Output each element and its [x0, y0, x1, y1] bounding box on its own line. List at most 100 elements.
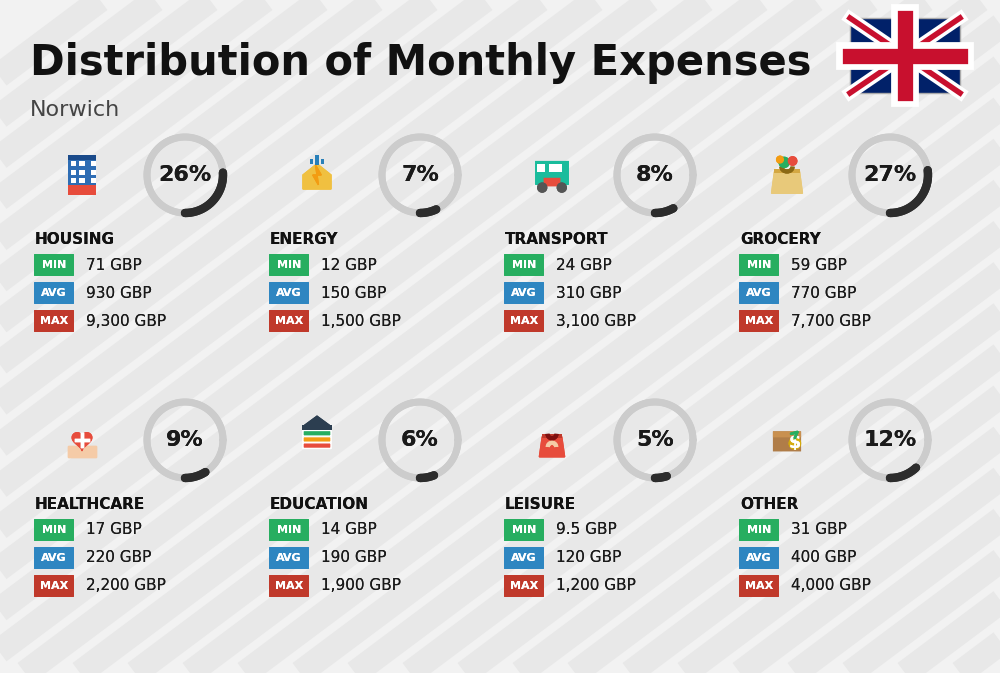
- Text: 7%: 7%: [401, 165, 439, 185]
- Text: AVG: AVG: [276, 288, 302, 298]
- Text: MIN: MIN: [277, 260, 301, 270]
- Text: 9.5 GBP: 9.5 GBP: [556, 522, 617, 538]
- FancyBboxPatch shape: [504, 519, 544, 541]
- FancyBboxPatch shape: [34, 254, 74, 276]
- FancyBboxPatch shape: [91, 162, 96, 166]
- FancyBboxPatch shape: [91, 178, 96, 183]
- FancyBboxPatch shape: [34, 547, 74, 569]
- FancyBboxPatch shape: [774, 169, 800, 173]
- Text: 71 GBP: 71 GBP: [86, 258, 142, 273]
- FancyBboxPatch shape: [504, 282, 544, 304]
- Text: MIN: MIN: [277, 260, 301, 270]
- Circle shape: [538, 183, 547, 192]
- Text: TRANSPORT: TRANSPORT: [505, 232, 608, 247]
- Text: AVG: AVG: [511, 553, 537, 563]
- FancyBboxPatch shape: [68, 185, 96, 194]
- Text: 71 GBP: 71 GBP: [86, 258, 142, 273]
- Polygon shape: [772, 172, 802, 193]
- FancyBboxPatch shape: [739, 310, 779, 332]
- FancyBboxPatch shape: [544, 178, 560, 186]
- FancyBboxPatch shape: [774, 169, 800, 173]
- Text: AVG: AVG: [276, 288, 302, 298]
- FancyBboxPatch shape: [91, 170, 96, 175]
- FancyBboxPatch shape: [68, 155, 96, 160]
- FancyBboxPatch shape: [68, 158, 96, 189]
- Text: 930 GBP: 930 GBP: [86, 285, 152, 301]
- Text: GROCERY: GROCERY: [740, 232, 821, 247]
- Circle shape: [538, 183, 547, 192]
- Polygon shape: [304, 416, 330, 425]
- FancyBboxPatch shape: [504, 310, 544, 332]
- Text: AVG: AVG: [276, 553, 302, 563]
- Text: Distribution of Monthly Expenses: Distribution of Monthly Expenses: [30, 42, 812, 84]
- FancyBboxPatch shape: [303, 443, 331, 448]
- Text: 12 GBP: 12 GBP: [321, 258, 377, 273]
- FancyBboxPatch shape: [269, 254, 309, 276]
- FancyBboxPatch shape: [850, 18, 960, 93]
- Text: ENERGY: ENERGY: [270, 232, 338, 247]
- Circle shape: [557, 183, 566, 192]
- Text: 9%: 9%: [166, 430, 204, 450]
- Text: 27%: 27%: [863, 165, 917, 185]
- Text: HOUSING: HOUSING: [35, 232, 115, 247]
- Text: MIN: MIN: [747, 525, 771, 535]
- FancyBboxPatch shape: [554, 164, 562, 172]
- Text: 1,200 GBP: 1,200 GBP: [556, 579, 636, 594]
- Polygon shape: [72, 433, 92, 450]
- Text: MAX: MAX: [745, 316, 773, 326]
- Text: 1,900 GBP: 1,900 GBP: [321, 579, 401, 594]
- Text: 930 GBP: 930 GBP: [86, 285, 152, 301]
- Text: AVG: AVG: [41, 288, 67, 298]
- Text: MIN: MIN: [42, 525, 66, 535]
- Text: 14 GBP: 14 GBP: [321, 522, 377, 538]
- Text: AVG: AVG: [276, 553, 302, 563]
- FancyBboxPatch shape: [34, 254, 74, 276]
- FancyBboxPatch shape: [269, 547, 309, 569]
- FancyBboxPatch shape: [303, 443, 331, 448]
- FancyBboxPatch shape: [773, 431, 801, 437]
- Text: LEISURE: LEISURE: [505, 497, 576, 512]
- Polygon shape: [313, 165, 321, 185]
- Text: 310 GBP: 310 GBP: [556, 285, 622, 301]
- FancyBboxPatch shape: [71, 178, 76, 183]
- FancyBboxPatch shape: [504, 282, 544, 304]
- Text: 24 GBP: 24 GBP: [556, 258, 612, 273]
- Text: AVG: AVG: [511, 553, 537, 563]
- FancyBboxPatch shape: [34, 282, 74, 304]
- FancyBboxPatch shape: [68, 185, 96, 194]
- Text: GROCERY: GROCERY: [740, 232, 821, 247]
- Text: 220 GBP: 220 GBP: [86, 551, 151, 565]
- FancyBboxPatch shape: [739, 547, 779, 569]
- Text: 12 GBP: 12 GBP: [321, 258, 377, 273]
- Text: MIN: MIN: [747, 260, 771, 270]
- FancyBboxPatch shape: [504, 310, 544, 332]
- Text: 220 GBP: 220 GBP: [86, 551, 151, 565]
- Text: MIN: MIN: [277, 525, 301, 535]
- Text: 31 GBP: 31 GBP: [791, 522, 847, 538]
- FancyBboxPatch shape: [773, 431, 801, 452]
- FancyBboxPatch shape: [91, 170, 96, 175]
- Text: MAX: MAX: [275, 581, 303, 591]
- Text: AVG: AVG: [41, 553, 67, 563]
- Text: MIN: MIN: [747, 260, 771, 270]
- Text: 2,200 GBP: 2,200 GBP: [86, 579, 166, 594]
- Text: EDUCATION: EDUCATION: [270, 497, 369, 512]
- Text: MAX: MAX: [510, 316, 538, 326]
- FancyBboxPatch shape: [269, 547, 309, 569]
- Text: $: $: [789, 434, 801, 452]
- FancyBboxPatch shape: [34, 519, 74, 541]
- Text: 310 GBP: 310 GBP: [556, 285, 622, 301]
- Polygon shape: [303, 164, 331, 189]
- Text: AVG: AVG: [511, 288, 537, 298]
- Text: 5%: 5%: [636, 430, 674, 450]
- Text: MAX: MAX: [275, 316, 303, 326]
- FancyBboxPatch shape: [549, 164, 556, 172]
- FancyBboxPatch shape: [554, 164, 562, 172]
- FancyBboxPatch shape: [34, 575, 74, 597]
- Text: MAX: MAX: [745, 581, 773, 591]
- Text: ENERGY: ENERGY: [270, 232, 338, 247]
- Text: MAX: MAX: [275, 316, 303, 326]
- Text: 24 GBP: 24 GBP: [556, 258, 612, 273]
- FancyBboxPatch shape: [71, 178, 76, 183]
- FancyBboxPatch shape: [739, 575, 779, 597]
